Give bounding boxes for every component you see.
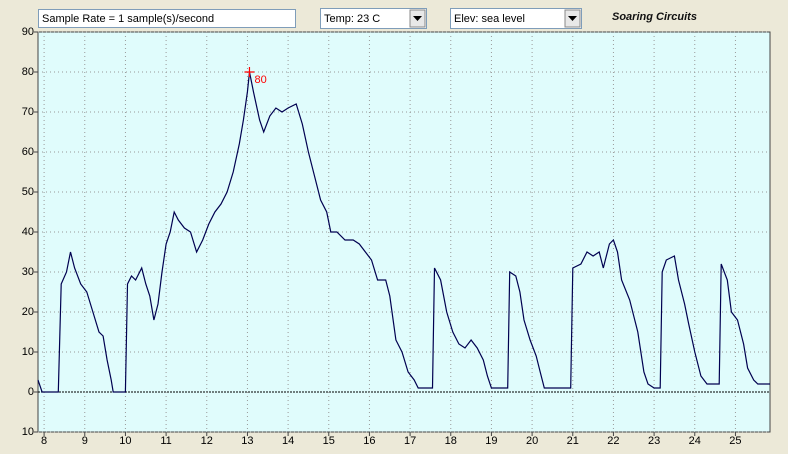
y-tick-label: 90 [22,26,34,38]
sample-rate: Sample Rate = 1 sample(s)/second [42,13,214,25]
y-tick-label: 60 [22,146,34,158]
x-tick-label: 18 [445,435,457,447]
x-tick-label: 14 [282,435,294,447]
y-tick-label: 40 [22,226,34,238]
dropdown-arrow [413,16,422,21]
y-tick-label: 10 [22,346,34,358]
x-tick-label: 13 [241,435,253,447]
x-tick-label: 8 [41,435,47,447]
peak-marker [244,67,255,77]
y-tick-label: 0 [28,386,34,398]
x-tick-label: 23 [648,435,660,447]
x-tick-label: 17 [404,435,416,447]
y-tick-label: 20 [22,306,34,318]
x-tick-label: 24 [689,435,701,447]
x-tick-label: 16 [363,435,375,447]
elev-dropdown[interactable] [450,8,582,29]
x-tick-label: 9 [82,435,88,447]
x-tick-label: 21 [567,435,579,447]
x-tick-label: 22 [607,435,619,447]
plot-area [37,31,771,433]
peak-label: 80 [254,74,266,86]
dropdown-arrow [568,16,577,21]
y-tick-label: 10 [22,426,34,438]
temp-dropdown[interactable] [320,8,427,29]
y-tick-label: 30 [22,266,34,278]
y-tick-label: 70 [22,106,34,118]
sample-rate-field[interactable] [38,9,296,28]
x-tick-label: 11 [160,435,171,447]
line [37,71,770,393]
x-tick-label: 20 [526,435,538,447]
x-tick-label: 19 [485,435,497,447]
x-tick-label: 15 [323,435,335,447]
x-tick-label: 25 [729,435,741,447]
temp: Temp: 23 C [324,13,380,25]
x-tick-label: 12 [201,435,213,447]
logo: Soaring Circuits [612,11,697,23]
elev: Elev: sea level [454,13,525,25]
x-tick-label: 10 [119,435,131,447]
y-tick-label: 50 [22,186,34,198]
y-tick-label: 80 [22,66,34,78]
